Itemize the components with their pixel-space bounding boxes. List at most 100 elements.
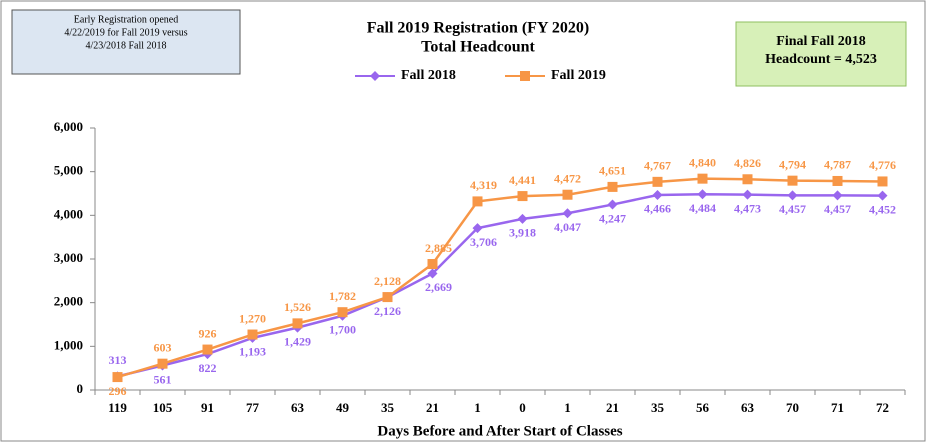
annotation: Final Fall 2018 [776,34,865,49]
note-box [11,9,241,75]
data-point [517,191,528,202]
data-label: 1,193 [239,345,266,359]
data-point [382,292,393,303]
data-label: 4,651 [599,164,626,178]
data-label: 603 [154,340,172,354]
x-tick-label: 35 [381,400,395,415]
data-point [742,174,753,185]
data-label: 4,794 [779,157,806,171]
y-tick-label: 3,000 [54,250,83,265]
data-label: 2,885 [425,241,452,255]
data-point [652,189,663,200]
x-tick-label: 119 [108,400,127,415]
data-label: 4,826 [734,156,761,170]
y-tick-label: 6,000 [54,119,83,134]
data-point [877,190,888,201]
data-label: 4,457 [779,202,806,216]
data-point [787,175,798,186]
x-tick-label: 77 [246,400,260,415]
annotation: 4/22/2019 for Fall 2019 versus [64,27,187,38]
data-point [202,344,213,355]
data-label: 4,466 [644,202,671,216]
annotation: 4/23/2018 Fall 2018 [85,40,166,51]
x-tick-label: 0 [519,400,526,415]
data-label: 4,457 [824,202,851,216]
x-tick-label: 71 [831,400,844,415]
data-label: 1,526 [284,300,311,314]
annotation: Headcount = 4,523 [765,52,877,67]
data-label: 4,484 [689,201,716,215]
data-label: 4,319 [470,178,497,192]
x-tick-label: 63 [291,400,305,415]
y-tick-label: 0 [77,381,84,396]
data-label: 1,429 [284,334,311,348]
x-tick-label: 91 [201,400,214,415]
x-tick-label: 72 [876,400,889,415]
data-point [337,307,348,318]
y-tick-label: 1,000 [54,337,83,352]
data-label: 4,776 [869,158,896,172]
data-point [832,175,843,186]
data-point [427,268,438,279]
y-tick-label: 2,000 [54,294,83,309]
y-tick-label: 5,000 [54,163,83,178]
chart-subtitle: Total Headcount [421,39,535,56]
x-tick-label: 1 [474,400,481,415]
x-tick-label: 63 [741,400,755,415]
data-point [697,173,708,184]
legend-label: Fall 2018 [401,68,456,83]
data-point [877,176,888,187]
data-label: 4,472 [554,171,581,185]
data-label: 3,918 [509,226,536,240]
x-tick-label: 35 [651,400,665,415]
series-line [117,177,883,379]
data-point [472,223,483,234]
data-point [472,196,483,207]
chart-title: Fall 2019 Registration (FY 2020) [367,20,589,37]
data-label: 4,247 [599,211,626,225]
data-point [652,176,663,187]
data-label: 2,126 [374,304,401,318]
data-label: 4,767 [644,159,671,173]
data-point [787,190,798,201]
data-point [112,372,123,383]
data-label: 1,270 [239,311,266,325]
note-box [735,21,907,87]
data-label: 4,473 [734,201,761,215]
data-label: 822 [199,361,217,375]
y-tick-label: 4,000 [54,206,83,221]
legend-marker [520,71,530,81]
x-tick-label: 1 [564,400,571,415]
data-point [427,259,438,270]
data-label: 313 [109,353,127,367]
data-label: 4,452 [869,202,896,216]
data-label: 2,669 [425,280,452,294]
x-tick-label: 56 [696,400,710,415]
data-label: 1,782 [329,289,356,303]
data-label: 4,787 [824,158,851,172]
data-point [607,181,618,192]
x-tick-label: 21 [426,400,439,415]
data-label: 561 [154,372,172,386]
data-point [742,189,753,200]
data-point [247,329,258,340]
data-label: 4,441 [509,173,536,187]
annotation: Early Registration opened [74,14,178,25]
data-point [562,208,573,219]
data-point [832,190,843,201]
data-label: 4,840 [689,155,716,169]
data-label: 296 [109,384,127,398]
data-point [562,189,573,200]
legend-label: Fall 2019 [551,68,606,83]
legend-marker [370,71,380,81]
data-label: 3,706 [470,235,497,249]
data-point [157,358,168,369]
data-label: 4,047 [554,220,581,234]
series-line [117,192,883,378]
x-tick-label: 105 [153,400,173,415]
x-tick-label: 21 [606,400,619,415]
x-tick-label: 70 [786,400,799,415]
data-point [517,213,528,224]
x-tick-label: 49 [336,400,350,415]
